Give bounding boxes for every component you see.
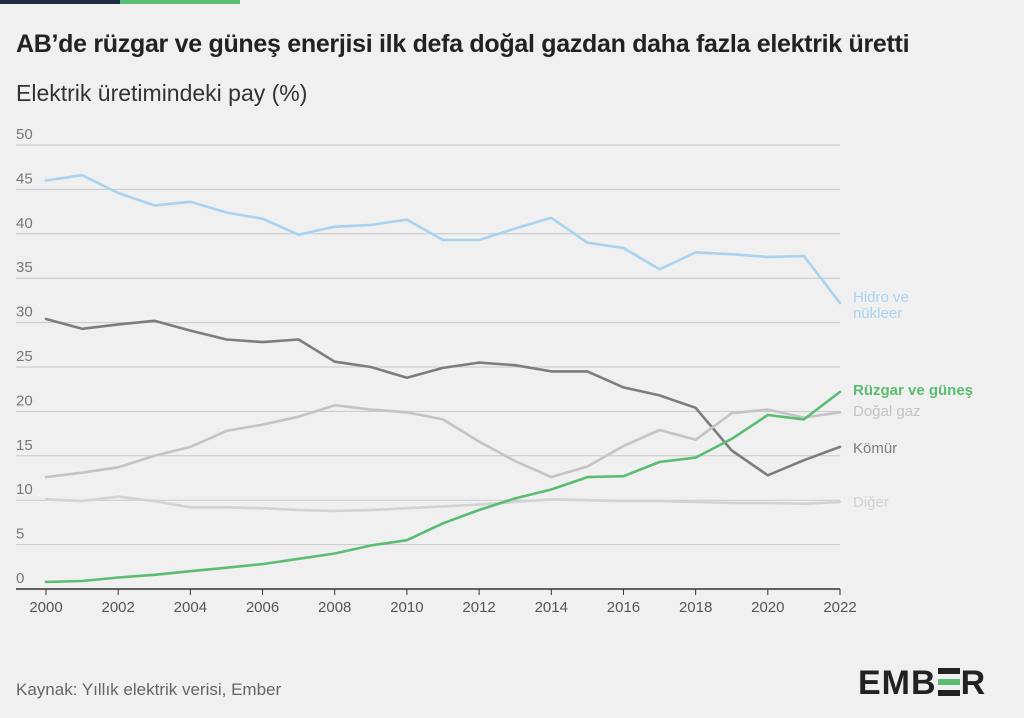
x-tick-label: 2012 (462, 599, 495, 616)
y-tick-label: 15 (16, 437, 33, 454)
x-tick-label: 2008 (318, 599, 351, 616)
x-tick-label: 2004 (174, 599, 207, 616)
series-lines (44, 173, 842, 584)
top-accent-dark (0, 0, 120, 4)
y-tick-label: 30 (16, 304, 33, 321)
y-tick-label: 25 (16, 348, 33, 365)
series-label: Hidro ve (853, 289, 909, 306)
y-tick-label: 20 (16, 392, 33, 409)
x-axis-ticks: 2000 2002 2004 2006 2008 2010 2012 2014 2016 2018… (29, 589, 857, 616)
chart-title: AB’de rüzgar ve güneş enerjisi ilk defa … (16, 30, 910, 58)
x-tick-label: 2016 (607, 599, 640, 616)
y-tick-label: 10 (16, 481, 33, 498)
series-line-do-al-gaz (44, 403, 842, 479)
gridlines (16, 144, 840, 590)
y-tick-label: 5 (16, 526, 24, 543)
x-tick-label: 2002 (101, 599, 134, 616)
x-tick-label: 2022 (823, 599, 856, 616)
series-label: Doğal gaz (853, 403, 921, 420)
y-tick-label: 0 (16, 570, 24, 587)
series-line-di-er (44, 495, 842, 513)
logo-e-mark (937, 668, 960, 696)
series-label: Kömür (853, 440, 897, 457)
y-tick-label: 50 (16, 126, 33, 143)
x-tick-label: 2006 (246, 599, 279, 616)
chart-subtitle: Elektrik üretimindeki pay (%) (16, 80, 308, 106)
y-tick-label: 35 (16, 259, 33, 276)
x-tick-label: 2018 (679, 599, 712, 616)
source-note: Kaynak: Yıllık elektrik verisi, Ember (16, 680, 282, 699)
series-line-r-zgar-ve-g-ne- (44, 390, 842, 584)
top-accent-green (120, 0, 240, 4)
series-label: nükleer (853, 305, 902, 322)
series-label: Diğer (853, 494, 889, 511)
series-line-hidro-ve-n-kleer (44, 173, 842, 305)
y-axis-ticks: 0 5 10 15 20 25 30 35 40 45 50 (16, 126, 33, 587)
x-tick-label: 2000 (29, 599, 62, 616)
top-accent-bar (0, 0, 240, 4)
y-tick-label: 45 (16, 170, 33, 187)
ember-logo: EMB R (858, 664, 987, 702)
x-tick-label: 2020 (751, 599, 784, 616)
x-tick-label: 2010 (390, 599, 423, 616)
series-label: Rüzgar ve güneş (853, 382, 973, 399)
y-tick-label: 40 (16, 215, 33, 232)
x-tick-label: 2014 (535, 599, 568, 616)
series-line-k-m-r (44, 317, 842, 477)
